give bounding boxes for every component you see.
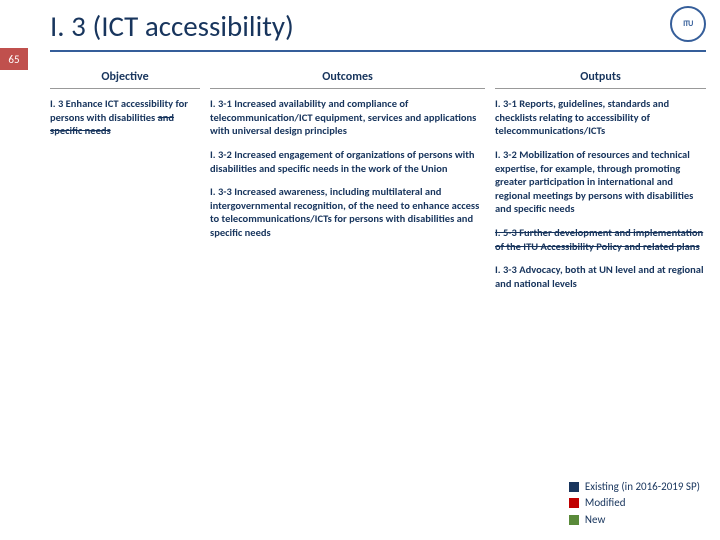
output-2: I. 3-2 Mobilization of resources and tec… [495,148,706,216]
legend-square-icon [569,498,579,508]
page-title: I. 3 (ICT accessibility) [50,8,294,44]
header-outcomes: Outcomes [210,70,485,89]
outcome-1: I. 3-1 Increased availability and compli… [210,97,485,138]
itu-logo-icon: ITU [670,6,706,42]
title-underline [50,50,706,52]
output-1: I. 3-1 Reports, guidelines, standards an… [495,97,706,138]
legend-square-icon [569,482,579,492]
slide-number: 65 [0,48,28,70]
output-3-strike: I. 5-3 Further development and implement… [495,226,706,253]
main-table: Objective Outcomes Outputs I. 3 Enhance … [50,70,706,301]
legend-new-label: New [585,512,605,529]
legend-modified: Modified [569,495,700,512]
outcome-2: I. 3-2 Increased engagement of organizat… [210,148,485,175]
legend: Existing (in 2016-2019 SP) Modified New [569,479,700,529]
legend-existing-label: Existing (in 2016-2019 SP) [585,479,700,496]
header-objective: Objective [50,70,200,89]
outcomes-column: I. 3-1 Increased availability and compli… [210,97,485,301]
legend-modified-label: Modified [585,495,626,512]
output-4: I. 3-3 Advocacy, both at UN level and at… [495,263,706,290]
outputs-column: I. 3-1 Reports, guidelines, standards an… [495,97,706,301]
legend-square-icon [569,515,579,525]
legend-new: New [569,512,700,529]
outcome-3: I. 3-3 Increased awareness, including mu… [210,185,485,240]
legend-existing: Existing (in 2016-2019 SP) [569,479,700,496]
header-outputs: Outputs [495,70,706,89]
objective-cell: I. 3 Enhance ICT accessibility for perso… [50,97,200,291]
